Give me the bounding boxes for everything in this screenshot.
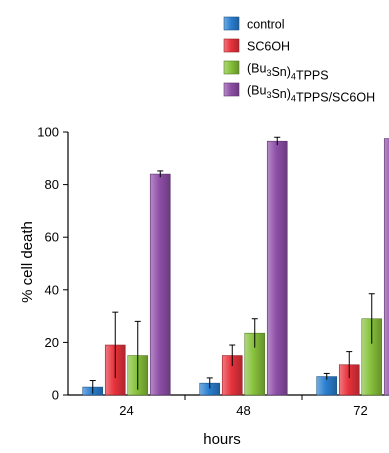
y-tick-label: 80 [45,177,59,192]
y-tick-label: 60 [45,230,59,245]
legend: control SC6OH (Bu3Sn)4TPPS(Bu3Sn)4TPPS/SC6… [223,16,375,105]
x-tick-label: 72 [353,403,367,418]
error-bar-bu3sn-4tpps-sc6oh-24 [157,170,164,178]
bar-bu3sn-4tpps-sc6oh-24 [149,173,171,396]
error-bar-sc6oh-72 [346,351,353,378]
legend-label-control: control [247,18,285,32]
x-tick-label: 48 [236,403,250,418]
legend-swatch-control [223,16,240,31]
error-bar-bu3sn-4tpps-48 [251,318,258,348]
legend-swatch-bu3sn-4tpps [223,60,240,75]
legend-label-sc6oh: SC6OH [247,40,290,54]
y-tick-label: 0 [52,388,59,403]
error-bar-bu3sn-4tpps-sc6oh-48 [274,136,281,146]
x-axis-label: hours [203,431,241,448]
error-bar-bu3sn-4tpps-72 [368,293,375,344]
error-bar-control-24 [89,380,96,394]
error-bar-sc6oh-24 [112,311,119,378]
y-axis-label: % cell death [19,221,36,303]
x-tick-label: 24 [119,403,133,418]
legend-label-bu3sn-4tpps: (Bu3Sn)4TPPS [247,62,329,83]
error-bar-bu3sn-4tpps-24 [134,320,141,390]
error-bars [89,136,375,394]
legend-label-bu3sn-4tpps-sc6oh: (Bu3Sn)4TPPS/SC6OH [247,84,375,105]
error-bar-control-48 [206,377,213,389]
bar-bu3sn-4tpps-sc6oh-48 [266,140,288,396]
legend-swatch-sc6oh [223,38,240,53]
y-tick-label: 20 [45,335,59,350]
axes: 0 20 40 60 80 100 24 48 72 [37,125,389,418]
legend-swatch-bu3sn-4tpps-sc6oh [223,82,240,97]
y-tick-label: 100 [37,125,59,140]
error-bar-control-72 [323,372,330,380]
y-tick-label: 40 [45,282,59,297]
bars [82,138,389,396]
bar-bu3sn-4tpps-sc6oh-72 [383,138,389,396]
error-bar-sc6oh-48 [229,344,236,367]
